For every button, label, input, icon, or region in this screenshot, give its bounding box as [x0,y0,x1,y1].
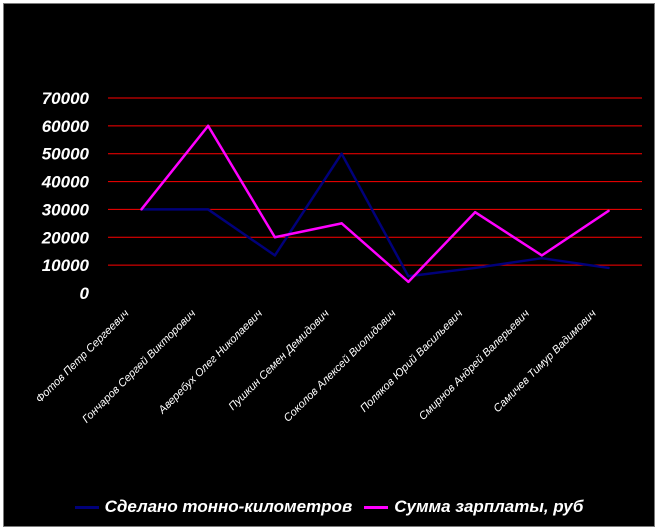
legend-item-tonne-km: Сделано тонно-километров [74,497,353,517]
data-point [607,209,610,213]
y-axis-ticks: 70000 60000 50000 40000 30000 20000 10000 0 [41,89,90,303]
legend-label-salary: Сумма зарплаты, руб [394,497,584,516]
x-tick-label: Смирнов Андрей Валерьевич [417,307,532,422]
legend-label-tonne-km: Сделано тонно-километров [104,497,353,516]
data-point [340,222,343,225]
data-point [407,275,410,278]
y-tick-label: 20000 [41,228,90,247]
x-tick-label: Аверебух Олег Николаевич [156,307,266,417]
data-point [407,280,410,284]
x-tick-label: Соколов Алексей Виолидович [282,307,399,424]
series-lines [140,124,610,284]
data-point [607,266,610,270]
data-point [473,211,477,214]
data-point [206,124,210,128]
series-line-1 [140,124,610,284]
data-point [540,254,544,257]
y-tick-label: 10000 [42,256,90,275]
legend: Сделано тонно-километров Сумма зарплаты,… [0,494,658,520]
y-tick-label: 30000 [42,200,90,219]
y-tick-label: 50000 [42,145,90,164]
legend-swatch-salary [364,505,389,509]
data-point [540,256,544,260]
y-tick-label: 40000 [41,173,90,192]
data-point [473,266,477,270]
data-point [273,254,277,257]
data-point [340,152,343,155]
y-tick-label: 0 [80,284,90,303]
x-tick-label: Гончаров Сергей Викторович [80,307,198,425]
data-point [273,236,277,239]
legend-item-salary: Сумма зарплаты, руб [364,497,583,517]
grid-lines [108,97,642,266]
data-point [206,208,210,211]
y-tick-label: 60000 [42,117,90,136]
series-line-0 [141,152,609,278]
legend-swatch-tonne-km [74,505,99,509]
data-point [140,208,143,211]
y-tick-label: 70000 [42,89,90,108]
